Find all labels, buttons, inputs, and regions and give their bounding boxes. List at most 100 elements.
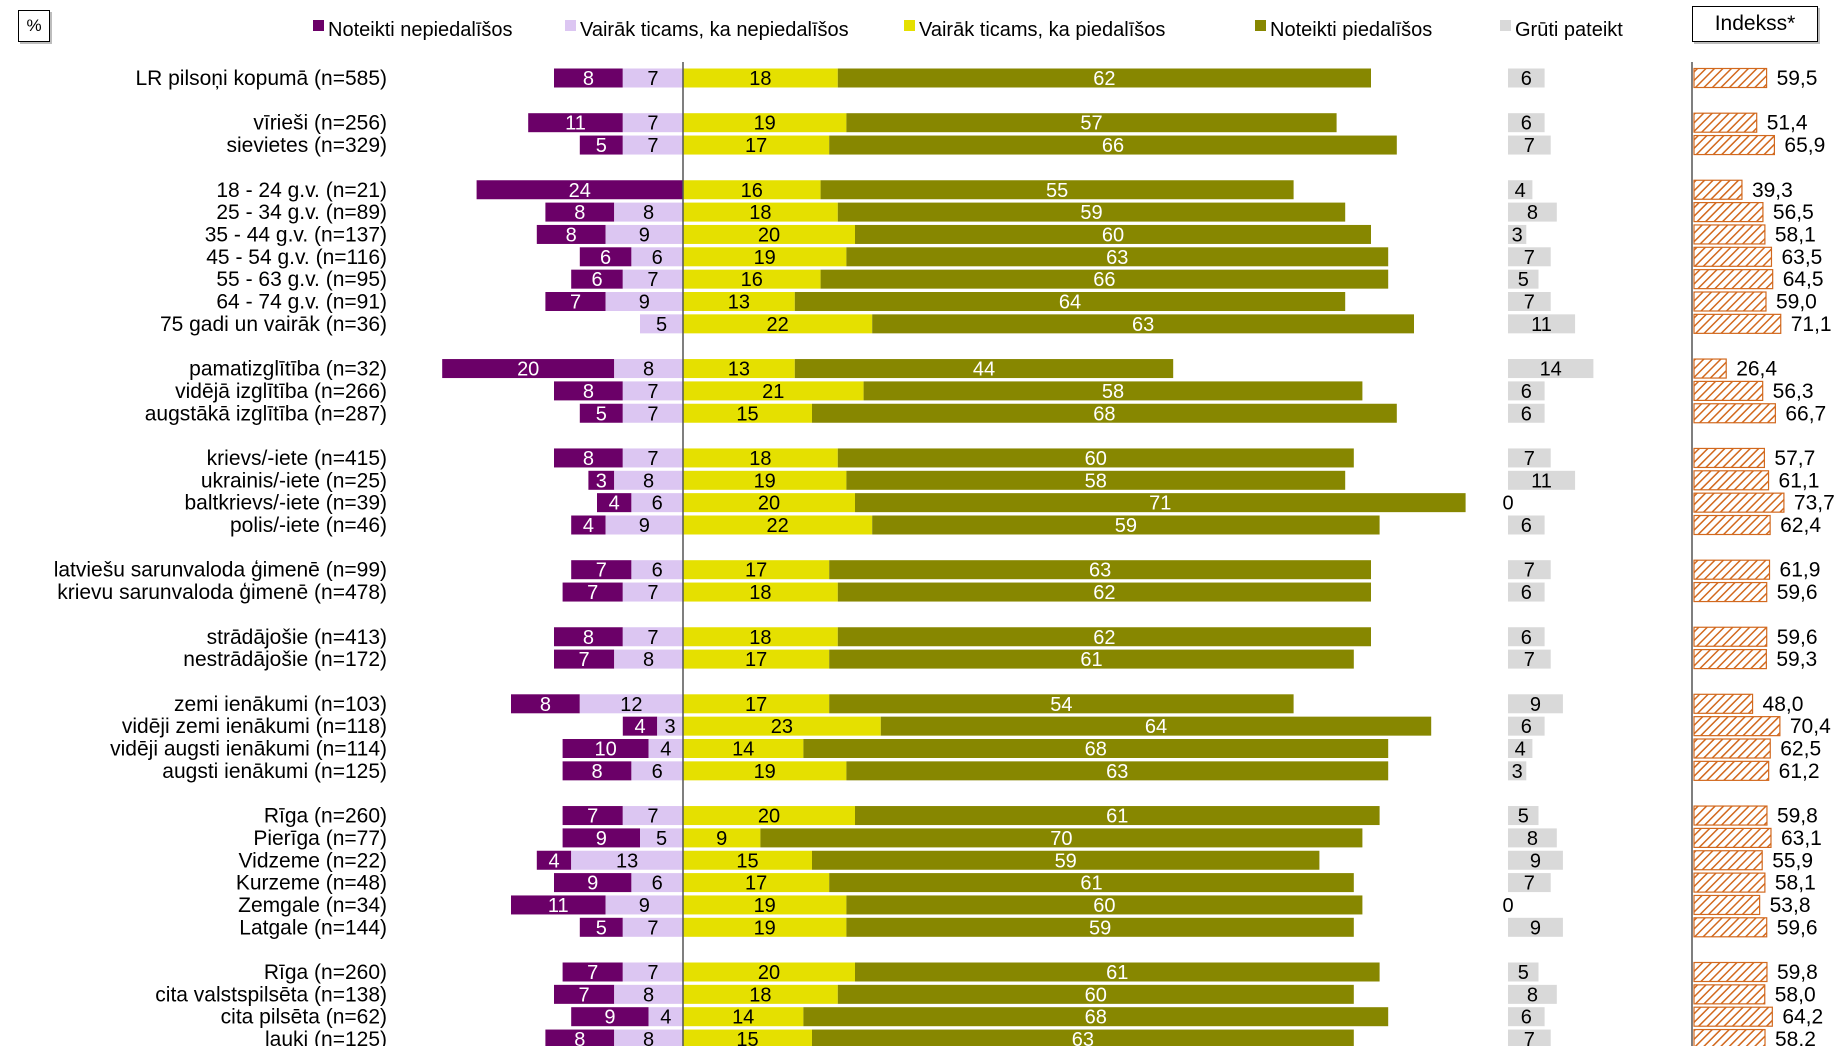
data-label-rather_yes: 14 [732, 739, 754, 761]
bar-definitely_not [597, 493, 632, 513]
data-label-rather_not: 7 [647, 68, 658, 90]
bar-definitely_not [571, 1007, 649, 1027]
data-label-hard_to_say: 6 [1521, 582, 1532, 604]
bar-rather_yes [683, 850, 812, 870]
data-label-hard_to_say: 8 [1527, 202, 1538, 224]
data-label-definitely_not: 4 [609, 493, 620, 515]
category-label: krievu sarunvaloda ģimenē (n=478) [57, 581, 387, 604]
bar-hard_to_say [1508, 1007, 1545, 1027]
data-label-rather_not: 9 [639, 292, 650, 314]
bar-definitely_not [476, 180, 683, 200]
bar-definitely_yes [837, 984, 1354, 1004]
data-label-rather_not: 7 [647, 627, 658, 649]
bar-definitely_not [442, 359, 615, 379]
bar-rather_not [622, 627, 683, 647]
bar-hard_to_say [1508, 560, 1551, 580]
data-label-definitely_yes: 63 [1132, 314, 1154, 336]
data-label-rather_yes: 19 [754, 113, 776, 135]
bar-hard_to_say [1508, 180, 1533, 200]
data-label-hard_to_say: 6 [1521, 381, 1532, 403]
bar-rather_yes [683, 493, 855, 513]
data-label-rather_yes: 18 [749, 582, 771, 604]
data-label-rather_yes: 18 [749, 202, 771, 224]
bar-definitely_yes [872, 515, 1380, 535]
bar-definitely_yes [837, 627, 1371, 647]
category-label: vidēji augsti ienākumi (n=114) [110, 738, 387, 761]
data-label-hard_to_say: 3 [1512, 224, 1523, 246]
bar-index [1693, 827, 1772, 849]
bar-rather_yes [683, 470, 847, 490]
bar-rather_not [631, 247, 683, 267]
bar-definitely_yes [829, 649, 1354, 669]
data-label-rather_not: 4 [660, 739, 671, 761]
data-label-rather_not: 7 [647, 403, 658, 425]
bar-hard_to_say [1508, 627, 1545, 647]
data-label-index: 59,8 [1777, 961, 1818, 984]
bar-hard_to_say [1508, 224, 1527, 244]
data-label-rather_yes: 20 [758, 224, 780, 246]
data-label-hard_to_say: 7 [1524, 560, 1535, 582]
data-label-definitely_not: 3 [596, 470, 607, 492]
data-label-hard_to_say: 7 [1524, 247, 1535, 269]
legend-label-definitely_not: Noteikti nepiedalīšos [328, 19, 513, 41]
data-label-definitely_yes: 70 [1050, 828, 1072, 850]
data-label-hard_to_say: 7 [1524, 1029, 1535, 1046]
bar-index [1693, 470, 1770, 491]
legend-swatch-definitely_yes [1255, 20, 1266, 31]
bar-rather_not [631, 560, 683, 580]
data-label-rather_not: 8 [643, 649, 654, 671]
bar-rather_yes [683, 314, 873, 334]
data-label-rather_not: 6 [652, 493, 663, 515]
bar-definitely_yes [820, 180, 1294, 200]
bar-rather_yes [683, 739, 804, 758]
data-label-definitely_not: 20 [517, 359, 539, 381]
bar-rather_yes [683, 135, 830, 155]
category-label: zemi ienākumi (n=103) [174, 693, 387, 716]
data-label-definitely_not: 8 [566, 224, 577, 246]
data-label-index: 57,7 [1774, 447, 1815, 470]
bar-definitely_not [579, 917, 623, 937]
bar-rather_not [648, 1007, 683, 1027]
data-label-definitely_not: 9 [596, 828, 607, 850]
data-label-definitely_not: 7 [587, 962, 598, 984]
data-label-definitely_not: 7 [587, 582, 598, 604]
data-label-index: 59,3 [1776, 648, 1817, 671]
bar-index [1693, 581, 1768, 603]
bar-index [1693, 134, 1775, 156]
bar-rather_not [622, 381, 683, 401]
data-label-rather_not: 6 [652, 560, 663, 582]
legend-swatch-definitely_not [313, 20, 324, 31]
data-label-rather_yes: 17 [745, 560, 767, 582]
data-label-index: 70,4 [1790, 715, 1831, 738]
data-label-definitely_yes: 68 [1085, 1007, 1107, 1029]
bar-definitely_not [571, 515, 606, 535]
data-label-index: 66,7 [1785, 402, 1826, 425]
bar-definitely_yes [829, 560, 1371, 580]
legend-label-rather_yes: Vairāk ticams, ka piedalīšos [919, 19, 1165, 41]
bar-rather_not [631, 761, 683, 781]
data-label-index: 59,6 [1777, 916, 1818, 939]
bar-index [1693, 805, 1768, 826]
bar-hard_to_say [1508, 1029, 1551, 1046]
bar-hard_to_say [1508, 515, 1545, 535]
bar-hard_to_say [1508, 448, 1551, 468]
bar-definitely_yes [855, 224, 1371, 244]
data-label-definitely_yes: 62 [1093, 582, 1115, 604]
data-label-rather_yes: 16 [741, 180, 763, 202]
category-label: Pierīga (n=77) [253, 827, 387, 850]
bar-hard_to_say [1508, 649, 1551, 669]
bar-definitely_yes [812, 1029, 1354, 1046]
bar-hard_to_say [1508, 359, 1594, 379]
bar-index [1693, 246, 1773, 267]
category-label: Latgale (n=144) [239, 916, 387, 939]
data-label-rather_yes: 19 [754, 470, 776, 492]
bar-rather_not [622, 403, 683, 423]
data-label-index: 51,4 [1767, 112, 1808, 135]
category-label: krievs/-iete (n=415) [207, 447, 387, 470]
data-label-rather_yes: 19 [754, 761, 776, 783]
data-label-hard_to_say: 7 [1524, 292, 1535, 314]
data-label-hard_to_say: 8 [1527, 828, 1538, 850]
data-label-hard_to_say: 4 [1515, 180, 1526, 202]
bar-rather_yes [683, 560, 830, 580]
